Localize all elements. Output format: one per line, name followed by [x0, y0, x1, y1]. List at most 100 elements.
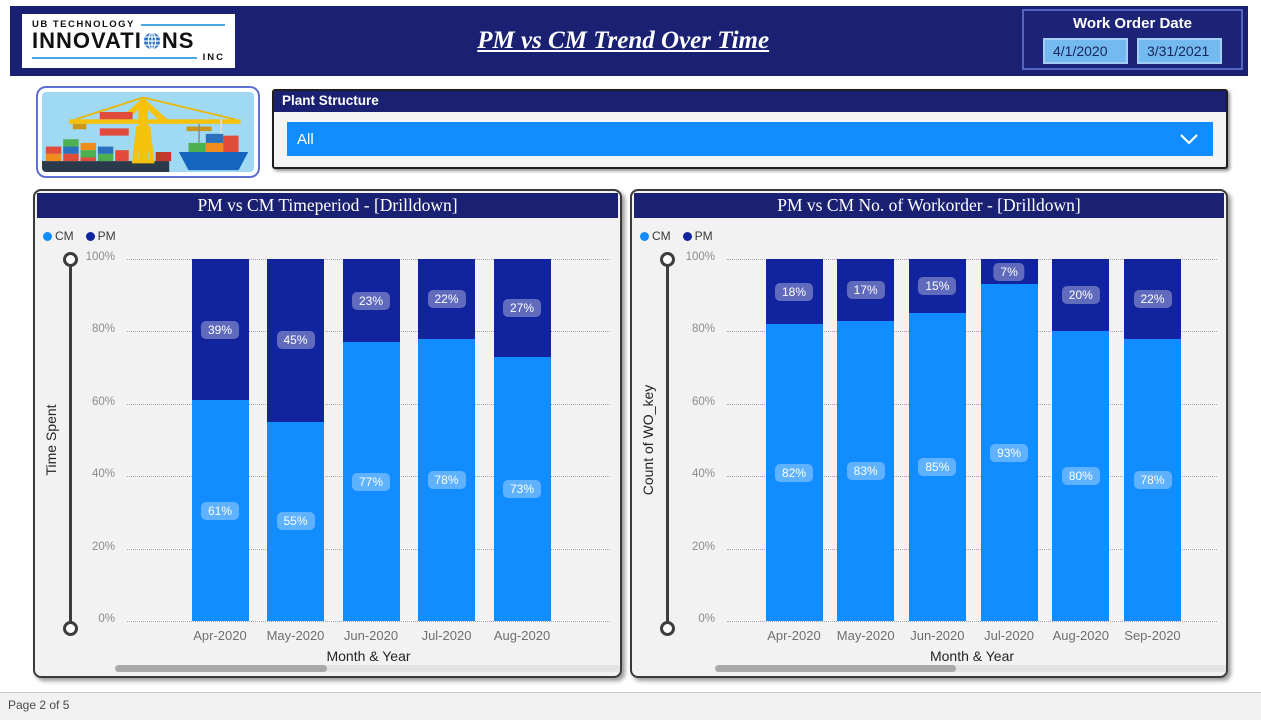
bar-label-pm: 22%: [1133, 289, 1172, 308]
y-axis-tick-label: 80%: [691, 323, 715, 336]
cm-legend-dot-icon: [43, 231, 52, 241]
bar-segment-cm[interactable]: 93%: [980, 284, 1038, 621]
page-title: PM vs CM Trend Over Time: [477, 27, 770, 54]
x-axis-tick-label: Aug-2020: [1052, 628, 1109, 643]
bar-label-pm: 23%: [351, 291, 391, 310]
start-date-input[interactable]: 4/1/2020: [1043, 38, 1128, 64]
stacked-bar[interactable]: 45% 55%: [267, 259, 324, 621]
bar-segment-cm[interactable]: 85%: [908, 313, 966, 621]
stacked-bar[interactable]: 17% 83%: [837, 259, 895, 621]
legend-item-pm[interactable]: PM: [85, 229, 116, 243]
bar-segment-pm[interactable]: 18%: [765, 259, 823, 325]
y-axis-tick-label: 40%: [691, 468, 715, 481]
plant-structure-dropdown[interactable]: All: [287, 122, 1213, 156]
slider-handle-bottom[interactable]: [62, 621, 78, 636]
stacked-bar[interactable]: 23% 77%: [342, 259, 400, 621]
gridline: [727, 403, 1217, 405]
logo-text-top: UB TECHNOLOGY: [32, 19, 135, 30]
bar-label-pm: 18%: [774, 282, 814, 301]
company-logo: UB TECHNOLOGY INNOVATI NS INC: [22, 14, 235, 68]
y-axis-tick-label: 80%: [91, 323, 115, 336]
x-axis-tick-label: Jun-2020: [343, 628, 399, 643]
y-axis-tick-label: 40%: [91, 468, 115, 481]
bar-label-cm: 93%: [990, 443, 1029, 462]
slider-handle-bottom[interactable]: [659, 621, 675, 636]
bar-segment-cm[interactable]: 61%: [191, 400, 249, 621]
y-axis-tick-label: 60%: [91, 395, 115, 408]
work-order-date-label: Work Order Date: [1073, 15, 1192, 32]
y-axis-tick-label: 20%: [91, 540, 115, 553]
status-bar: Page 2 of 5: [0, 692, 1261, 720]
page-indicator: Page 2 of 5: [8, 698, 70, 712]
scrollbar-thumb[interactable]: [715, 665, 956, 672]
pm-legend-dot-icon: [85, 231, 95, 241]
bar-segment-pm[interactable]: 20%: [1052, 259, 1110, 332]
legend-item-cm[interactable]: CM: [43, 229, 74, 243]
slider-handle-top[interactable]: [62, 252, 78, 267]
x-axis-title: Month & Year: [326, 648, 411, 664]
bar-label-cm: 77%: [351, 472, 391, 491]
chart-title: PM vs CM Timeperiod - [Drilldown]: [37, 193, 618, 218]
bar-segment-cm[interactable]: 77%: [342, 342, 400, 621]
slider-handle-top[interactable]: [659, 252, 675, 267]
y-axis-zoom-slider: [659, 252, 675, 636]
x-axis-tick-label: Jul-2020: [421, 628, 472, 643]
bar-segment-pm[interactable]: 22%: [1124, 259, 1181, 339]
bar-segment-pm[interactable]: 27%: [493, 259, 551, 357]
stacked-bar[interactable]: 7% 93%: [980, 259, 1038, 621]
slider-track: [665, 259, 669, 629]
horizontal-scrollbar[interactable]: [715, 665, 1226, 672]
x-axis-tick-label: Jul-2020: [984, 628, 1035, 643]
horizontal-scrollbar[interactable]: [115, 665, 620, 672]
legend-item-pm[interactable]: PM: [682, 229, 713, 243]
x-axis-tick-label: Sep-2020: [1124, 628, 1181, 643]
stacked-bar[interactable]: 18% 82%: [765, 259, 823, 621]
x-axis-tick-label: Apr-2020: [767, 628, 821, 643]
chart-panel-workorder: PM vs CM No. of Workorder - [Drilldown] …: [630, 189, 1228, 678]
stacked-bar[interactable]: 27% 73%: [493, 259, 551, 621]
plot-area: 39% 61% 45% 55% 23% 77% 22% 78% 27% 73%: [127, 259, 610, 622]
bar-segment-pm[interactable]: 23%: [342, 259, 400, 343]
x-axis-tick-label: Apr-2020: [193, 628, 247, 643]
gridline: [727, 476, 1217, 478]
bar-segment-pm[interactable]: 15%: [908, 259, 966, 314]
bar-segment-pm[interactable]: 45%: [267, 259, 324, 422]
bar-segment-cm[interactable]: 80%: [1052, 331, 1110, 621]
stacked-bar[interactable]: 15% 85%: [908, 259, 966, 621]
end-date-input[interactable]: 3/31/2021: [1137, 38, 1222, 64]
stacked-bar[interactable]: 22% 78%: [1124, 259, 1181, 621]
bar-label-pm: 39%: [200, 320, 240, 339]
scrollbar-thumb[interactable]: [115, 665, 328, 672]
bar-label-pm: 20%: [1061, 286, 1100, 305]
y-axis-tick-label: 100%: [685, 251, 715, 263]
legend-item-cm[interactable]: CM: [640, 229, 671, 243]
bar-label-cm: 82%: [774, 463, 814, 482]
bar-segment-cm[interactable]: 73%: [493, 356, 551, 621]
bar-segment-pm[interactable]: 39%: [191, 259, 249, 401]
stacked-bar[interactable]: 22% 78%: [418, 259, 475, 621]
bar-segment-cm[interactable]: 83%: [837, 320, 895, 621]
y-axis-tick-label: 100%: [85, 251, 115, 263]
slider-track: [68, 259, 72, 629]
x-axis-tick-label: May-2020: [836, 628, 895, 643]
bar-segment-cm[interactable]: 78%: [1124, 338, 1181, 621]
bar-segment-pm[interactable]: 22%: [418, 259, 475, 339]
bar-segment-cm[interactable]: 78%: [418, 338, 475, 621]
work-order-date-panel: Work Order Date 4/1/2020 3/31/2021: [1022, 9, 1243, 70]
plant-structure-label: Plant Structure: [274, 91, 1226, 112]
bar-segment-cm[interactable]: 55%: [267, 421, 324, 621]
chart-legend: CM PM: [43, 229, 116, 243]
logo-divider-line: [32, 56, 197, 59]
bar-label-cm: 61%: [200, 501, 240, 520]
logo-divider-line: [140, 23, 225, 26]
stacked-bar[interactable]: 39% 61%: [191, 259, 249, 621]
bar-segment-pm[interactable]: 17%: [837, 259, 895, 321]
bar-label-cm: 85%: [918, 458, 957, 477]
bar-segment-pm[interactable]: 7%: [980, 259, 1038, 285]
y-axis-tick-label: 0%: [98, 613, 115, 625]
stacked-bar[interactable]: 20% 80%: [1052, 259, 1110, 621]
bar-segment-cm[interactable]: 82%: [765, 324, 823, 621]
bar-label-cm: 73%: [502, 479, 542, 498]
pm-legend-dot-icon: [682, 231, 692, 241]
